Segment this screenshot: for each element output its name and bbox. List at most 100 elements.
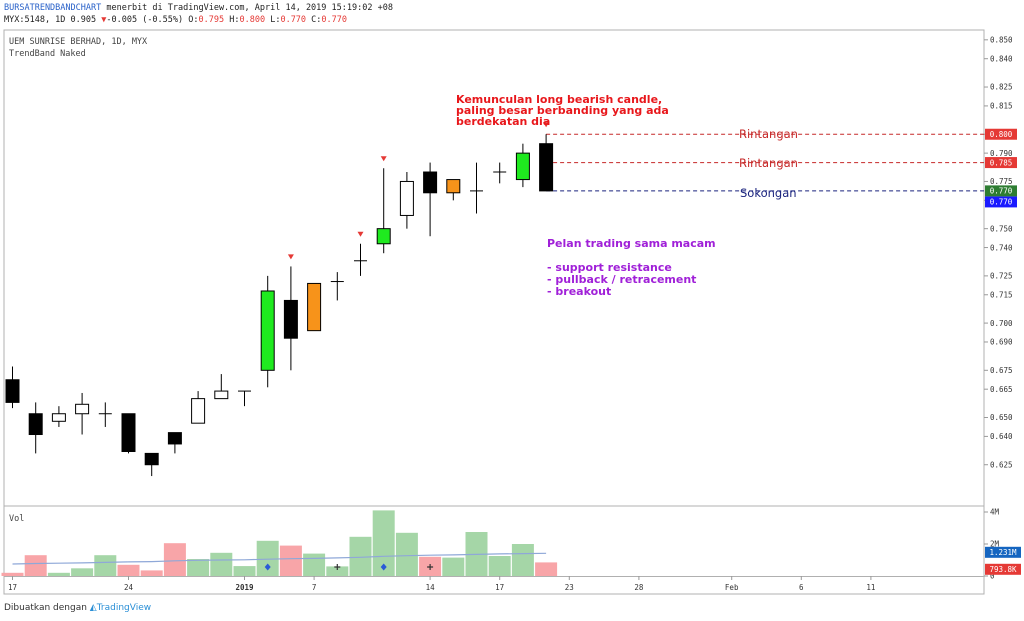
time-tick-label: 11 — [866, 583, 875, 592]
publish-line: BURSATRENDBANDCHART menerbit di TradingV… — [4, 3, 393, 13]
made-with-text: Dibuatkan dengan — [4, 603, 87, 613]
volume-bar — [163, 543, 186, 576]
candle-body — [423, 171, 438, 194]
candle-body — [515, 152, 530, 181]
volume-diamond-marker — [380, 563, 387, 571]
candle-body — [191, 398, 206, 424]
candle-body — [307, 282, 322, 332]
support-label: Sokongan — [740, 186, 797, 200]
volume-bar — [94, 555, 117, 576]
volume-tick-label: 2M — [990, 540, 1000, 549]
time-tick-label: 28 — [634, 583, 644, 592]
annotation-line-2: paling besar berbanding yang ada — [456, 104, 669, 117]
down-arrow-icon: ▼ — [101, 15, 107, 25]
indicator-name: TrendBand Naked — [9, 49, 86, 59]
footer: Dibuatkan dengan ◭TradingView — [4, 603, 151, 613]
low-value: 0.770 — [280, 15, 307, 25]
price-tick-label: 0.715 — [990, 290, 1013, 299]
candle-body — [539, 143, 554, 192]
price-tick-label: 0.700 — [990, 319, 1013, 328]
price-tick-label: 0.775 — [990, 177, 1013, 186]
price-tick-label: 0.640 — [990, 432, 1013, 441]
time-tick-label: Feb — [725, 583, 739, 592]
plan-title: Pelan trading sama macam — [547, 237, 716, 250]
price-tick-label: 0.725 — [990, 272, 1013, 281]
red-marker-icon — [543, 122, 550, 128]
plan-item-breakout: - breakout — [547, 285, 612, 298]
candle-body — [51, 413, 66, 422]
volume-bar — [47, 572, 70, 576]
volume-label: Vol — [9, 514, 25, 524]
volume-bar — [442, 557, 465, 576]
trading-plan-annotation: Pelan trading sama macam - support resis… — [547, 238, 716, 298]
price-tick-label: 0.625 — [990, 460, 1013, 469]
volume-value-tag — [985, 563, 1021, 575]
resistance-label-lower: Rintangan — [739, 156, 798, 170]
volume-tick-label: 4M — [990, 508, 1000, 517]
low-label: L: — [270, 15, 281, 25]
price-tick-label: 0.850 — [990, 36, 1013, 45]
time-tick-label: 14 — [426, 583, 436, 592]
level-price-tag-label: 0.800 — [990, 130, 1013, 139]
plan-item-support-resistance: - support resistance — [547, 261, 672, 274]
volume-bar — [233, 566, 256, 576]
volume-bar — [117, 564, 140, 576]
volume-bar — [24, 555, 47, 576]
red-marker-icon — [357, 231, 364, 237]
quote-line: MYX:5148, 1D 0.905 ▼-0.005 (-0.55%) O:0.… — [4, 15, 347, 25]
volume-bar — [349, 536, 372, 576]
volume-bar — [1, 572, 24, 576]
price-tick-label: 0.840 — [990, 54, 1013, 63]
candle-body — [376, 228, 391, 245]
price-tick-label: 0.650 — [990, 413, 1013, 422]
volume-value-tag-label: 793.8K — [989, 565, 1017, 574]
volume-bar — [326, 566, 349, 576]
annotation-line-3: berdekatan dia — [456, 115, 551, 128]
level-price-tag — [985, 196, 1017, 208]
volume-tick-label: 0 — [990, 572, 995, 581]
tradingview-logo[interactable]: TradingView — [96, 603, 152, 613]
time-tick-label: 2019 — [235, 583, 254, 592]
candle-body — [214, 390, 229, 400]
candle-body — [28, 413, 43, 436]
volume-bar — [140, 570, 163, 576]
red-marker-icon — [287, 254, 294, 260]
close-value: 0.770 — [321, 15, 348, 25]
volume-bar — [372, 510, 395, 576]
volume-value-tag-label: 1.231M — [989, 548, 1017, 557]
candle-body — [75, 403, 90, 415]
volume-ma-line — [12, 552, 547, 565]
level-price-tag — [985, 128, 1017, 140]
time-tick-label: 7 — [312, 583, 317, 592]
candle-body — [260, 290, 275, 371]
price-tick-label: 0.790 — [990, 149, 1013, 158]
open-value: 0.795 — [198, 15, 225, 25]
level-price-tag-label: 0.770 — [990, 198, 1013, 207]
publisher-link[interactable]: BURSATRENDBANDCHART — [4, 3, 102, 13]
symbol-title: UEM SUNRISE BERHAD, 1D, MYX — [9, 37, 148, 47]
change-value: -0.005 (-0.55%) — [106, 15, 184, 25]
volume-bar — [279, 545, 302, 576]
time-tick-label: 17 — [8, 583, 17, 592]
candle-body — [399, 180, 414, 216]
time-tick-label: 23 — [565, 583, 574, 592]
candle-body — [283, 299, 298, 339]
high-value: 0.800 — [239, 15, 266, 25]
publish-info: menerbit di TradingView.com, April 14, 2… — [106, 3, 393, 13]
volume-diamond-marker — [264, 563, 271, 571]
volume-value-tag — [985, 546, 1021, 558]
high-label: H: — [229, 15, 240, 25]
volume-bar — [488, 556, 511, 576]
volume-bar — [535, 562, 558, 576]
volume-bar — [395, 532, 418, 576]
candle-body — [167, 432, 182, 445]
price-tick-label: 0.825 — [990, 83, 1013, 92]
bearish-candle-annotation: Kemunculan long bearish candle, paling b… — [456, 94, 669, 127]
candle-body — [5, 379, 20, 403]
volume-bar — [256, 540, 279, 576]
quote-prefix: MYX:5148, 1D 0.905 — [4, 15, 97, 25]
volume-cross-marker — [427, 564, 434, 570]
chart-frame — [3, 29, 985, 595]
close-label: C: — [311, 15, 322, 25]
